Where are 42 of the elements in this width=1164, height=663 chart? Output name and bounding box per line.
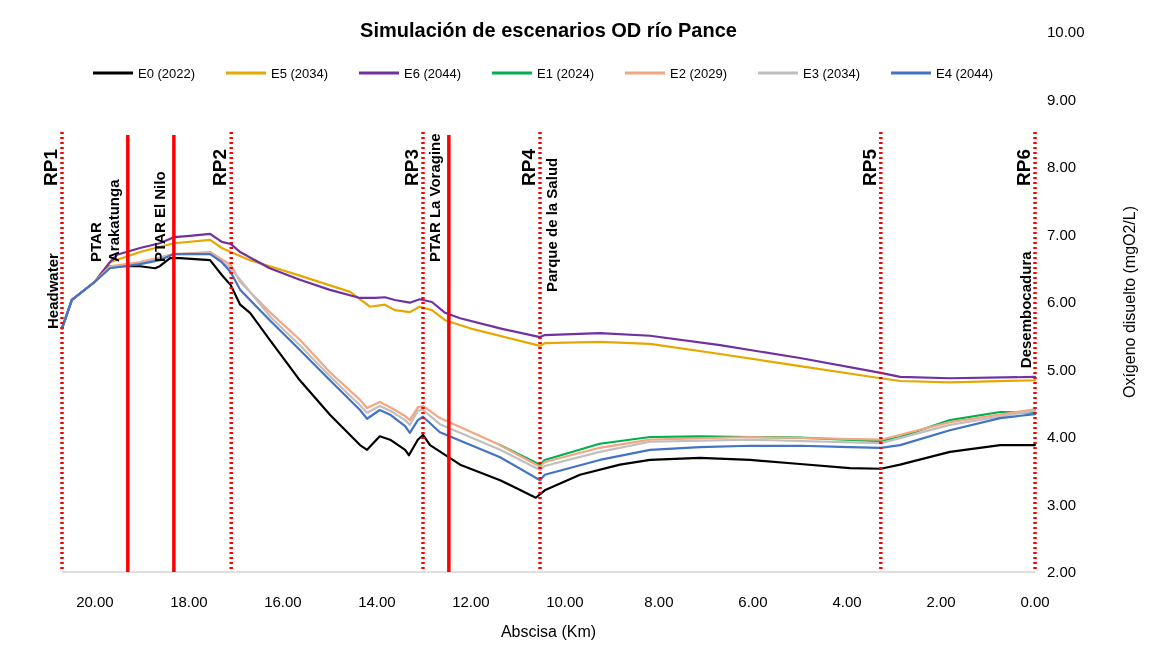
- annotation: Headwater: [44, 252, 61, 329]
- legend-label: E2 (2029): [670, 66, 728, 81]
- legend-label: E5 (2034): [271, 66, 329, 81]
- x-tick-label: 12.00: [452, 593, 490, 610]
- x-tick-label: 6.00: [738, 593, 768, 610]
- x-tick-label: 16.00: [264, 593, 302, 610]
- ref-line-label: RP4: [518, 148, 540, 186]
- x-tick-label: 18.00: [170, 593, 208, 610]
- y-axis-title: Oxígeno disuelto (mgO2/L): [1121, 205, 1138, 399]
- annotation: Desembocadura: [1017, 250, 1034, 369]
- y-tick-label: 6.00: [1047, 293, 1077, 310]
- y-tick-label: 3.00: [1047, 495, 1077, 513]
- legend-label: E3 (2034): [803, 66, 861, 81]
- y-tick-label: 7.00: [1047, 225, 1077, 243]
- x-tick-label: 0.00: [1020, 593, 1050, 610]
- x-tick-label: 10.00: [546, 593, 584, 610]
- x-tick-label: 2.00: [926, 593, 956, 610]
- y-tick-label: 5.00: [1047, 360, 1077, 378]
- ref-line-label: RP2: [209, 149, 231, 186]
- y-tick-label: 9.00: [1047, 90, 1077, 108]
- y-tick-label: 8.00: [1047, 158, 1077, 175]
- ref-line-label: PTAR El Nilo: [150, 171, 168, 262]
- ref-line-label: PTAR La Voragine: [425, 133, 443, 262]
- x-tick-label: 8.00: [644, 593, 674, 610]
- ref-line-label: RP6: [1013, 149, 1034, 186]
- y-tick-label: 4.00: [1047, 428, 1077, 445]
- y-tick-label: 2.00: [1047, 563, 1077, 580]
- ref-line-label: PTAR Arakatunga: [86, 178, 122, 262]
- annotation: Parque de la Salud: [543, 157, 560, 292]
- x-tick-label: 14.00: [358, 593, 396, 610]
- legend-label: E4 (2044): [936, 66, 994, 81]
- x-axis-title: Abscisa (Km): [500, 623, 597, 640]
- chart-title: Simulación de escenarios OD río Pance: [360, 19, 737, 41]
- x-tick-label: 4.00: [832, 593, 862, 610]
- legend-label: E6 (2044): [404, 66, 462, 81]
- x-tick-label: 20.00: [76, 593, 114, 610]
- y-tick-label: 10.00: [1047, 23, 1085, 40]
- legend-label: E0 (2022): [138, 66, 196, 81]
- ref-line-label: RP3: [401, 149, 422, 186]
- ref-line-label: RP1: [40, 148, 61, 186]
- legend-label: E1 (2024): [537, 66, 595, 81]
- ref-line-label: RP5: [858, 148, 880, 186]
